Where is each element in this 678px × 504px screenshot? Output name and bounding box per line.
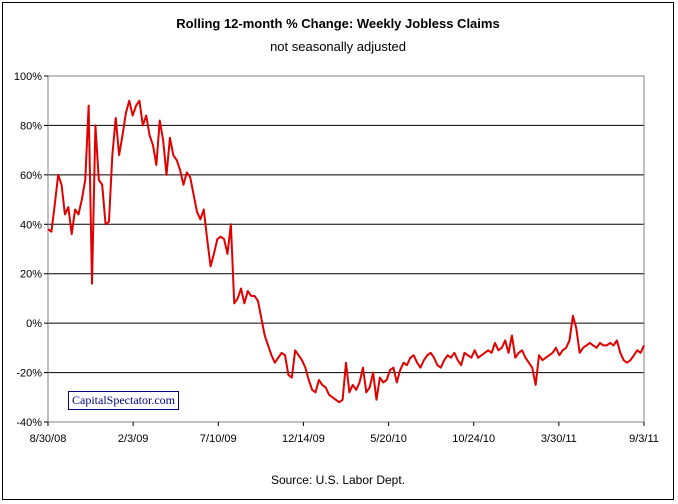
x-tick-label: 8/30/08 — [30, 433, 67, 445]
x-axis: 8/30/08 2/3/09 7/10/09 12/14/09 5/20/10 10/24… — [30, 422, 659, 445]
x-tick-label: 10/24/10 — [452, 433, 495, 445]
source-note: Source: U.S. Labor Dept. — [270, 473, 406, 487]
watermark-logo: CapitalSpectator.com — [68, 391, 179, 410]
plot-area — [47, 75, 645, 423]
y-tick-label: 80% — [20, 120, 42, 132]
y-tick-label: -20% — [16, 368, 42, 380]
x-tick-label: 2/3/09 — [118, 433, 149, 445]
y-tick-label: -40% — [16, 417, 42, 429]
x-tick-label: 7/10/09 — [200, 433, 237, 445]
line-chart: -40% -20% 0% 20% 40% 60% 80% 100% 8/30/08 2/3/09… — [14, 71, 659, 445]
y-tick-label: 20% — [20, 269, 42, 281]
chart-title: Rolling 12-month % Change: Weekly Jobles… — [176, 16, 500, 31]
x-tick-label: 9/3/11 — [629, 433, 659, 445]
series-line-jobless-claims — [47, 99, 645, 404]
y-tick-label: 100% — [14, 71, 42, 83]
chart-frame: Rolling 12-month % Change: Weekly Jobles… — [2, 2, 674, 500]
chart-subtitle: not seasonally adjusted — [270, 39, 406, 54]
x-tick-label: 12/14/09 — [282, 433, 325, 445]
y-tick-label: 40% — [20, 219, 42, 231]
y-tick-label: 60% — [20, 170, 42, 182]
y-tick-label: 0% — [26, 318, 42, 330]
x-tick-label: 3/30/11 — [541, 433, 577, 445]
y-axis: -40% -20% 0% 20% 40% 60% 80% 100% — [14, 71, 48, 429]
x-tick-label: 5/20/10 — [370, 433, 407, 445]
